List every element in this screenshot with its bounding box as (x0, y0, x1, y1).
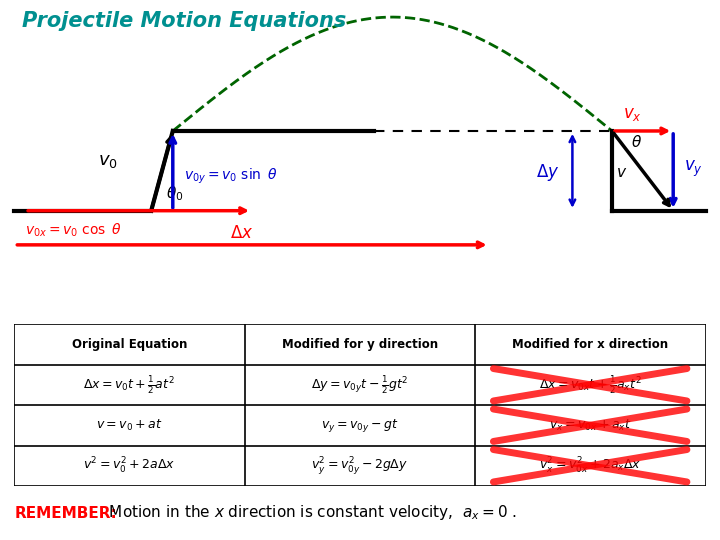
Text: $v_0$: $v_0$ (98, 152, 118, 170)
Text: $\Delta y$: $\Delta y$ (536, 161, 560, 183)
Text: $v_y^2 = v_{0y}^2 - 2g\Delta y$: $v_y^2 = v_{0y}^2 - 2g\Delta y$ (311, 455, 408, 477)
Text: $\theta_0$: $\theta_0$ (166, 184, 183, 203)
Text: $v_x$: $v_x$ (623, 105, 642, 124)
Text: $v_{0x}= v_0\ \cos\ \theta$: $v_{0x}= v_0\ \cos\ \theta$ (25, 221, 122, 239)
Text: $\Delta y = v_{0y} t - \frac{1}{2}gt^2$: $\Delta y = v_{0y} t - \frac{1}{2}gt^2$ (311, 374, 408, 396)
Text: Original Equation: Original Equation (72, 338, 187, 351)
Text: REMEMBER:: REMEMBER: (14, 505, 117, 521)
Text: Motion in the $x$ direction is constant velocity,  $a_x = 0$ .: Motion in the $x$ direction is constant … (104, 503, 517, 523)
Text: $v^2 = v_0^2 + 2a\Delta x$: $v^2 = v_0^2 + 2a\Delta x$ (84, 456, 176, 476)
Text: $\Delta x = v_{0x} t + \frac{1}{2}a_x t^2$: $\Delta x = v_{0x} t + \frac{1}{2}a_x t^… (539, 374, 642, 396)
Text: $v_{0y}= v_0\ \sin\ \theta$: $v_{0y}= v_0\ \sin\ \theta$ (184, 167, 277, 186)
Text: $\Delta x$: $\Delta x$ (230, 224, 253, 242)
Text: $v_y = v_{0y} - gt$: $v_y = v_{0y} - gt$ (321, 417, 398, 434)
Text: Modified for x direction: Modified for x direction (512, 338, 668, 351)
Text: Projectile Motion Equations: Projectile Motion Equations (22, 11, 346, 31)
Text: $\Delta x = v_0 t + \frac{1}{2}at^2$: $\Delta x = v_0 t + \frac{1}{2}at^2$ (84, 374, 176, 396)
Text: $v$: $v$ (616, 165, 627, 179)
Text: $v_x = v_{0x} + a_x t$: $v_x = v_{0x} + a_x t$ (549, 418, 631, 433)
Text: $v = v_0 + at$: $v = v_0 + at$ (96, 418, 163, 433)
Text: $\theta$: $\theta$ (631, 134, 642, 150)
Text: $v_y$: $v_y$ (684, 159, 703, 179)
Text: Modified for y direction: Modified for y direction (282, 338, 438, 351)
Text: $v_x^2 = v_{0x}^2 + 2a_x \Delta x$: $v_x^2 = v_{0x}^2 + 2a_x \Delta x$ (539, 456, 642, 476)
